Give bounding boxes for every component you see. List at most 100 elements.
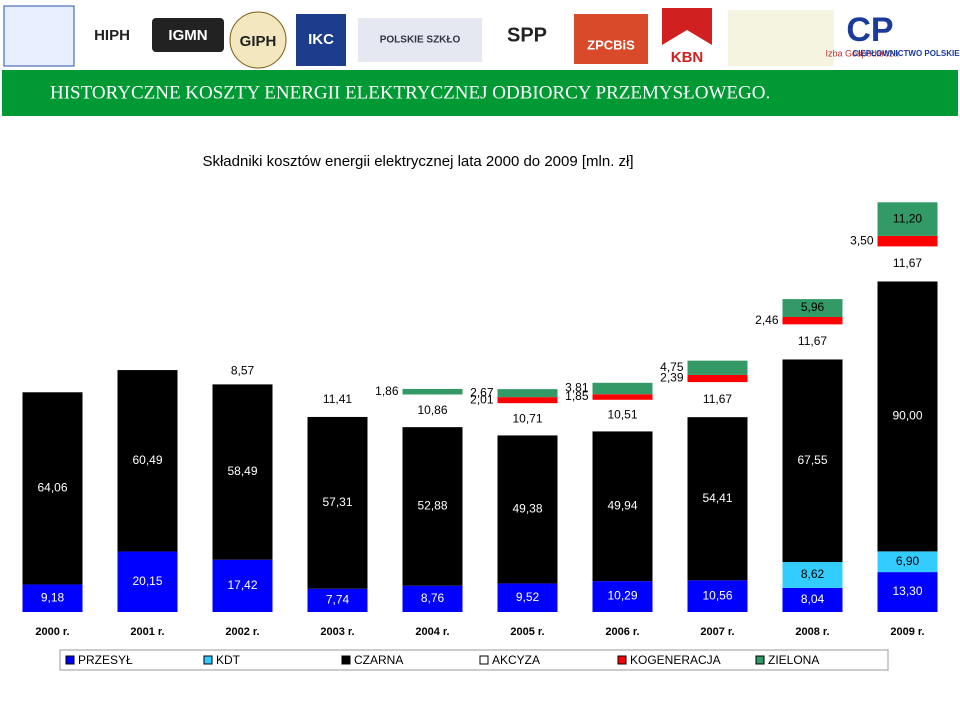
x-tick-label: 2004 r.	[415, 626, 449, 638]
legend	[59, 649, 889, 671]
logo-box	[152, 18, 224, 52]
data-label: 2,39	[660, 371, 684, 385]
logo-text: KBN	[671, 49, 704, 66]
x-tick-label: 2007 r.	[700, 626, 734, 638]
data-label: 6,90	[896, 554, 920, 568]
x-tick-label: 2000 r.	[35, 626, 69, 638]
bar-segment	[782, 359, 843, 563]
bar-segment	[687, 417, 748, 581]
logo-box	[229, 11, 287, 69]
data-label: 10,51	[607, 408, 637, 422]
logo-text: IKC	[308, 31, 334, 48]
bar-segment	[782, 587, 843, 612]
bar-segment	[402, 388, 463, 395]
logo-mark: CP	[846, 11, 893, 49]
bar-segment	[782, 299, 843, 317]
logo-text: ZPCBiS	[587, 37, 635, 52]
data-label: 90,00	[892, 409, 922, 423]
bar-segment	[782, 562, 843, 588]
logo-box	[3, 5, 75, 67]
bar-segment	[877, 202, 938, 236]
bar-segment	[402, 394, 463, 428]
data-label: 60,49	[132, 453, 162, 467]
logo-box	[574, 14, 648, 64]
logo-box	[296, 14, 346, 66]
bar-segment	[402, 585, 463, 612]
bar-segment	[592, 431, 653, 582]
logos: HIPH IGMN GIPH IKC POLSKIE SZKŁO SPP ZPC…	[3, 5, 960, 69]
legend-label: KDT	[216, 653, 241, 667]
logo-box	[84, 18, 146, 52]
bar-segment	[497, 397, 558, 404]
data-label: 54,41	[702, 491, 732, 505]
data-label: 10,71	[512, 411, 542, 425]
bar-segment	[687, 580, 748, 612]
data-label: 10,29	[607, 589, 637, 603]
data-label: 67,55	[797, 453, 827, 467]
logo-box	[358, 18, 482, 62]
data-label: 57,31	[322, 495, 352, 509]
bar-segment	[497, 435, 558, 584]
bar-segment	[497, 403, 558, 436]
data-label: 10,86	[417, 403, 447, 417]
chart-title: Składniki kosztów energii elektrycznej l…	[202, 153, 633, 170]
data-label: 11,41	[323, 392, 352, 406]
bar-segment	[117, 370, 178, 552]
data-label: 2,46	[755, 313, 779, 327]
x-tick-label: 2006 r.	[605, 626, 639, 638]
bar-segment	[22, 584, 83, 612]
data-label: 64,06	[37, 481, 67, 495]
data-label: 8,76	[421, 591, 445, 605]
data-label: 8,62	[801, 567, 825, 581]
logo-text: IGMN	[168, 27, 207, 44]
bar-segment	[497, 583, 558, 612]
page-title: HISTORYCZNE KOSZTY ENERGII ELEKTRYCZNEJ …	[50, 82, 770, 103]
bar-segment	[212, 559, 273, 612]
data-label: 17,42	[227, 578, 257, 592]
data-label: 8,57	[231, 364, 255, 378]
legend-label: CZARNA	[354, 653, 403, 667]
logo-text: Izba Gospodarcza	[825, 48, 898, 58]
title-bar	[2, 70, 958, 116]
bar-segment	[877, 281, 938, 552]
x-tick-label: 2009 r.	[890, 626, 924, 638]
data-label: 3,50	[850, 233, 874, 247]
bar-segment	[307, 588, 368, 612]
legend-swatch	[617, 655, 627, 665]
data-label: 2,67	[470, 385, 494, 399]
data-label: 8,04	[801, 592, 825, 606]
bar-segment	[22, 392, 83, 585]
bar-segment	[877, 246, 938, 282]
data-label: 11,67	[893, 256, 922, 270]
bar-segment	[117, 551, 178, 612]
bar-segment	[592, 382, 653, 395]
data-label: 5,96	[801, 300, 825, 314]
bar-segment	[212, 384, 273, 560]
bar-segment	[212, 358, 273, 385]
bar-segment	[592, 581, 653, 612]
data-label: 49,94	[607, 498, 637, 512]
bar-segment	[687, 374, 748, 383]
x-tick-label: 2001 r.	[130, 626, 164, 638]
data-label: 11,20	[893, 211, 922, 225]
logo-text: CIEPŁOWNICTWO POLSKIE	[852, 49, 960, 58]
data-label: 1,85	[565, 389, 589, 403]
logo-text: GIPH	[240, 33, 277, 50]
data-label: 2,01	[470, 392, 494, 406]
legend-label: KOGENERACJA	[630, 653, 721, 667]
data-label: 49,38	[512, 502, 542, 516]
legend-swatch	[203, 655, 213, 665]
logo-shape	[662, 8, 712, 45]
bar-segment	[687, 360, 748, 375]
x-tick-label: 2008 r.	[795, 626, 829, 638]
data-label: 4,75	[660, 360, 684, 374]
data-label: 58,49	[227, 464, 257, 478]
data-label: 11,67	[703, 392, 732, 406]
bar-segment	[402, 427, 463, 586]
data-label: 9,18	[41, 590, 65, 604]
data-label: 13,30	[892, 584, 922, 598]
legend-label: ZIELONA	[768, 653, 819, 667]
data-label: 7,74	[326, 593, 350, 607]
bar-segment	[877, 235, 938, 247]
